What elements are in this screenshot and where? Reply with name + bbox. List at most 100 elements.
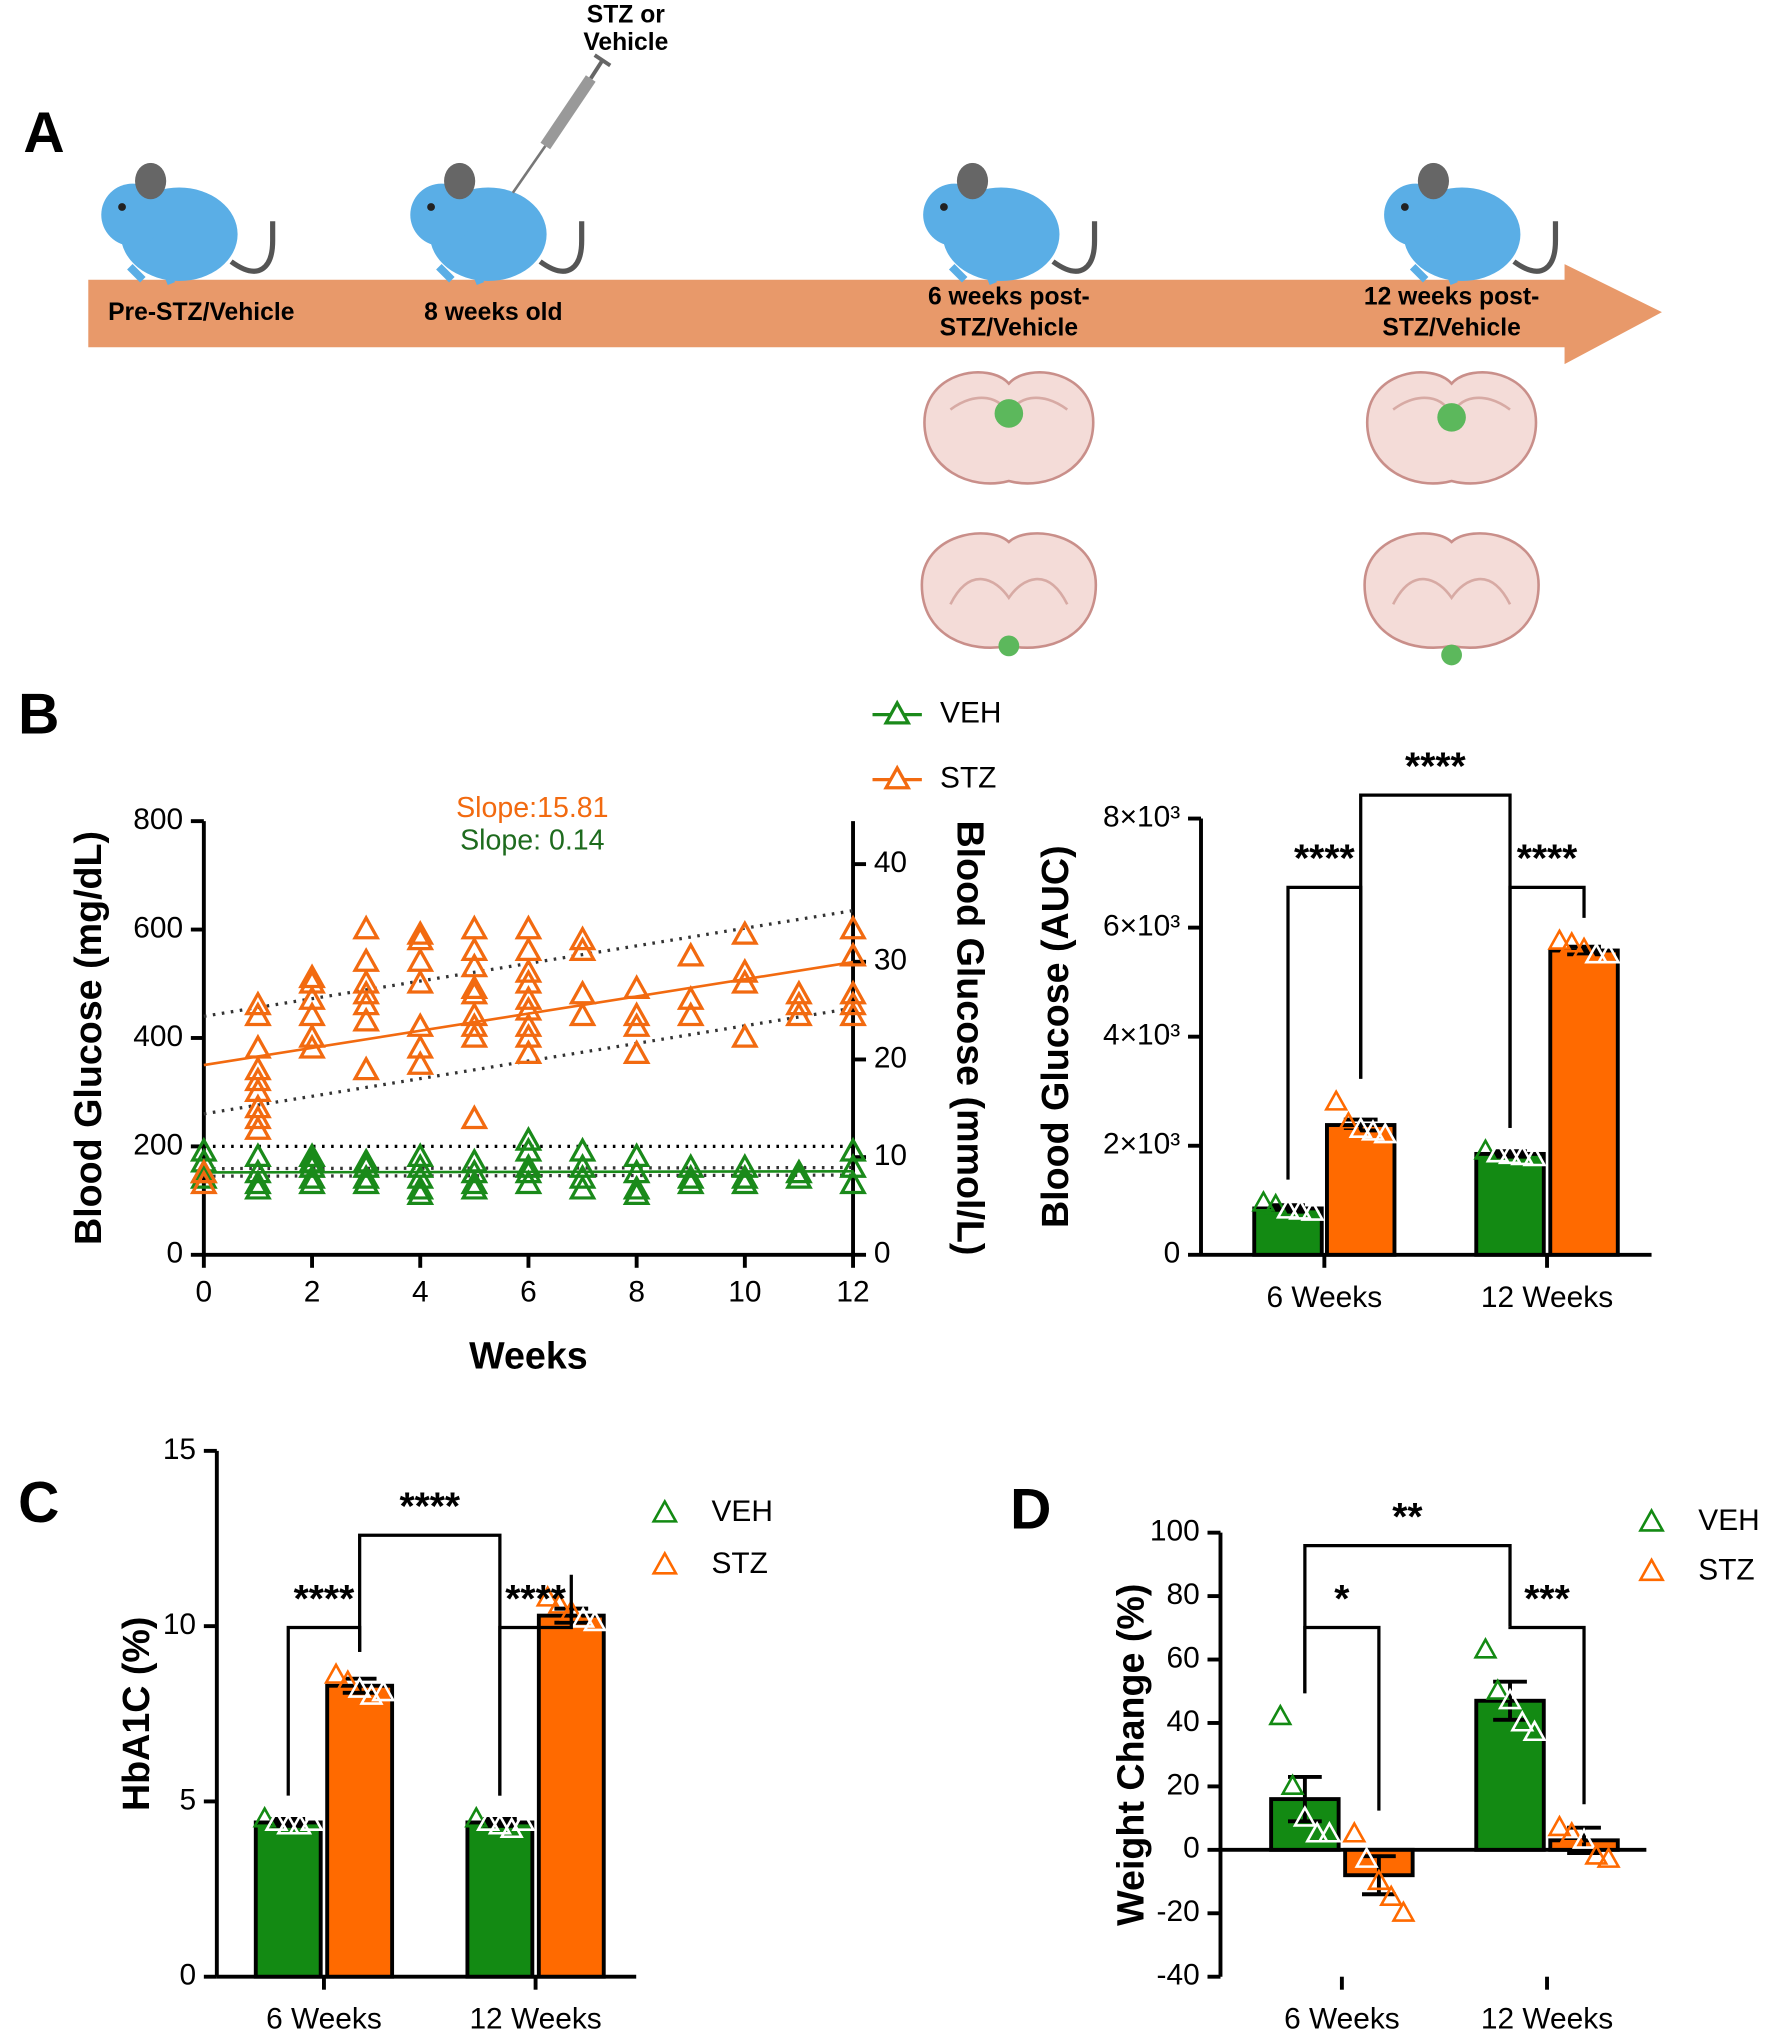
y2-tick-label: 30: [874, 944, 907, 977]
y2-tick-label: 40: [874, 846, 907, 879]
data-point: [511, 1809, 536, 1832]
data-point: [323, 1662, 349, 1684]
diagram-label: STZ/Vehicle: [1382, 315, 1520, 342]
data-point: [676, 1001, 705, 1027]
data-point: [1497, 1687, 1523, 1710]
x-tick-label: 10: [728, 1276, 761, 1309]
data-point: [352, 947, 381, 972]
data-point: [406, 919, 435, 945]
data-point: [460, 1158, 489, 1184]
data-point: [1559, 930, 1584, 953]
data-point: [1584, 941, 1609, 964]
data-point: [352, 914, 381, 940]
data-point: [839, 1136, 867, 1162]
data-point: [730, 968, 759, 994]
region-dot: [1441, 644, 1462, 666]
data-point: [406, 1050, 435, 1075]
data-point: [622, 1142, 651, 1168]
y-tick-label: 10: [163, 1608, 196, 1641]
brain-section: [1365, 533, 1539, 647]
data-point: [676, 1163, 705, 1189]
bar: [536, 1613, 606, 1979]
data-point: [464, 1805, 489, 1828]
legend-marker: [883, 764, 912, 790]
data-point: [514, 1153, 543, 1178]
data-point: [406, 1163, 435, 1189]
data-point: [622, 1001, 651, 1027]
data-point: [514, 936, 543, 962]
data-point: [622, 974, 651, 999]
y-tick-label: -20: [1157, 1895, 1200, 1928]
data-point: [730, 1153, 759, 1178]
data-point: [189, 1163, 218, 1189]
data-point: [460, 1012, 489, 1037]
data-point: [1379, 1884, 1404, 1906]
legend-label: STZ: [940, 761, 996, 794]
significance-label: *: [1334, 1578, 1350, 1621]
diagram-label: Pre-STZ/Vehicle: [108, 299, 294, 326]
y-tick-label: 0: [166, 1237, 183, 1270]
data-point: [298, 1022, 326, 1048]
data-point: [1280, 1773, 1305, 1795]
legend-marker: [651, 1550, 679, 1575]
data-point: [514, 985, 543, 1010]
data-point: [352, 1006, 381, 1032]
y-tick-label: 0: [1164, 1237, 1181, 1270]
data-point: [244, 1115, 272, 1140]
y-tick-label: 100: [1150, 1515, 1200, 1548]
significance-label: ***: [1524, 1578, 1570, 1621]
data-point: [406, 1174, 435, 1200]
x-tick-label: 0: [196, 1276, 213, 1309]
data-point: [1263, 1192, 1288, 1215]
legend-marker: [651, 1498, 679, 1523]
diagram-label: Vehicle: [583, 29, 668, 56]
data-point: [785, 1001, 813, 1027]
data-point: [730, 957, 759, 983]
syringe: [511, 53, 612, 194]
legend-label: STZ: [1698, 1554, 1754, 1587]
data-point: [582, 1609, 607, 1632]
y-tick-label: 800: [133, 803, 183, 836]
significance-label: ****: [1294, 838, 1355, 881]
data-point: [352, 990, 381, 1016]
data-point: [514, 995, 543, 1021]
data-point: [622, 1174, 651, 1200]
panel-letter: B: [18, 683, 59, 747]
data-point: [622, 1012, 651, 1037]
data-point: [1251, 1189, 1276, 1212]
bar: [1474, 1151, 1546, 1257]
brain-section: [924, 372, 1093, 483]
x-axis-label: Weeks: [469, 1335, 588, 1377]
data-point: [1571, 936, 1597, 958]
data-point: [352, 1169, 381, 1195]
x-tick-label: 4: [412, 1276, 429, 1309]
data-point: [514, 1169, 543, 1195]
significance-bracket: [1303, 1544, 1512, 1694]
legend-label: STZ: [712, 1547, 768, 1580]
data-point: [1522, 1719, 1547, 1742]
data-point: [1275, 1197, 1301, 1219]
data-point: [1571, 1827, 1597, 1849]
significance-bracket: [1508, 1625, 1586, 1805]
data-point: [514, 1022, 543, 1048]
data-point: [244, 1033, 272, 1059]
y-tick-label: 6×10³: [1103, 910, 1180, 943]
x-tick-label: 6 Weeks: [266, 2003, 382, 2036]
data-point: [1354, 1846, 1379, 1868]
diagram-label: 8 weeks old: [424, 299, 562, 326]
data-point: [568, 979, 597, 1005]
data-point: [730, 1022, 759, 1048]
panel-letter: C: [18, 1471, 59, 1535]
data-point: [460, 1104, 489, 1130]
annotation: Slope: 0.14: [460, 824, 605, 856]
panel-letter: A: [23, 101, 64, 165]
data-point: [352, 979, 381, 1005]
data-point: [730, 1169, 759, 1195]
diagram: STZ or Vehicle Pre-STZ/Vehicle 8 weeks o…: [88, 2, 1662, 666]
data-point: [244, 990, 272, 1016]
data-point: [244, 1077, 272, 1102]
data-point: [622, 1180, 651, 1205]
data-point: [1268, 1703, 1293, 1726]
legend-marker: [1638, 1507, 1665, 1532]
data-point: [460, 914, 489, 940]
